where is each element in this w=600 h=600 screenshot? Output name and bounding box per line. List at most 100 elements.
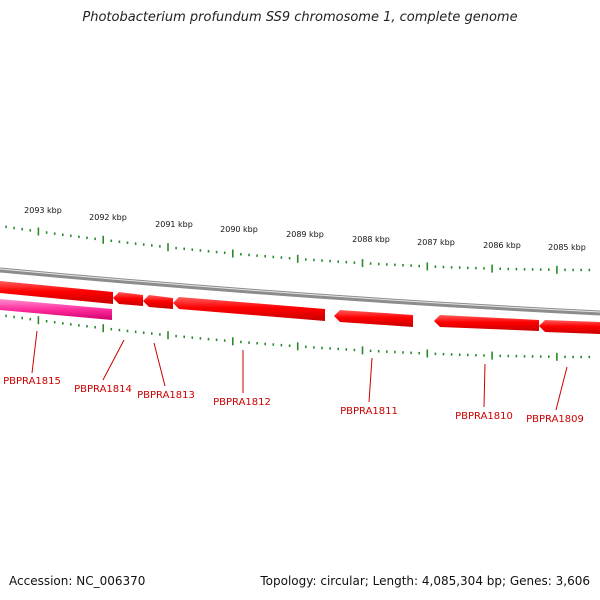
- scale-minor-tick: [515, 354, 518, 358]
- gene-PBPRA1811-glyph[interactable]: [173, 297, 325, 321]
- scale-minor-tick: [329, 259, 331, 263]
- gene-label-PBPRA1813[interactable]: PBPRA1813: [137, 390, 195, 401]
- scale-minor-tick: [248, 253, 250, 257]
- scale-minor-tick: [353, 348, 356, 352]
- gene-label-PBPRA1815[interactable]: PBPRA1815: [3, 376, 61, 387]
- scale-minor-tick: [369, 262, 372, 265]
- scale-minor-tick: [515, 267, 518, 271]
- scale-minor-tick: [394, 350, 396, 354]
- scale-minor-tick: [191, 336, 194, 339]
- gene-label-PBPRA1812[interactable]: PBPRA1812: [213, 397, 271, 408]
- gene-callouts: PBPRA1815 PBPRA1814 PBPRA1813 PBPRA1812 …: [3, 330, 584, 425]
- scale-minor-tick: [288, 257, 291, 260]
- gene-PBPRA1812-glyph[interactable]: [143, 295, 173, 309]
- scale-minor-tick: [377, 350, 380, 353]
- scale-ruler-bottom: [5, 314, 591, 361]
- scale-minor-tick: [142, 331, 145, 334]
- scale-minor-tick: [86, 236, 88, 240]
- gene-leader-line: [483, 363, 486, 408]
- scale-minor-tick: [345, 260, 348, 264]
- scale-minor-tick: [442, 352, 445, 356]
- scale-minor-tick: [240, 253, 242, 256]
- gene-label-PBPRA1814[interactable]: PBPRA1814: [74, 384, 132, 395]
- scale-minor-tick: [467, 266, 469, 270]
- scale-minor-tick: [13, 226, 15, 230]
- scale-minor-tick: [467, 353, 469, 357]
- gene-extra-glyph[interactable]: [539, 320, 600, 334]
- gene-label-PBPRA1811[interactable]: PBPRA1811: [340, 406, 398, 417]
- scale-minor-tick: [151, 244, 153, 247]
- scale-tick-label: 2090 kbp: [220, 225, 258, 234]
- gene-leader-line: [555, 366, 568, 411]
- scale-minor-tick: [134, 330, 137, 334]
- gene-leader-line: [153, 342, 166, 387]
- scale-minor-tick: [126, 329, 129, 333]
- scale-minor-tick: [70, 234, 72, 237]
- scale-major-tick: [37, 316, 40, 325]
- scale-minor-tick: [450, 353, 453, 356]
- scale-minor-tick: [394, 263, 396, 267]
- backbone-track: [0, 267, 600, 316]
- scale-minor-tick: [280, 343, 283, 347]
- accession-text: Accession: NC_006370: [9, 574, 146, 588]
- scale-minor-tick: [564, 268, 566, 272]
- backbone-track-shine: [0, 268, 600, 313]
- scale-minor-tick: [13, 315, 15, 319]
- scale-minor-tick: [118, 328, 121, 332]
- scale-minor-tick: [402, 351, 404, 354]
- scale-tick-label: 2093 kbp: [24, 206, 62, 215]
- scale-minor-tick: [110, 327, 113, 331]
- scale-minor-tick: [321, 259, 323, 262]
- scale-minor-tick: [62, 233, 64, 236]
- scale-minor-tick: [159, 333, 161, 336]
- gene-leader-line: [368, 357, 373, 403]
- scale-tick-label: 2087 kbp: [417, 238, 455, 247]
- chromosome-backbone: [0, 267, 600, 316]
- scale-major-tick: [361, 346, 364, 355]
- scale-minor-tick: [475, 266, 477, 270]
- scale-minor-tick: [142, 243, 145, 246]
- scale-major-tick: [426, 349, 429, 358]
- scale-minor-tick: [110, 239, 113, 243]
- scale-major-tick: [167, 243, 169, 252]
- scale-major-tick: [232, 249, 234, 258]
- scale-tick-label: 2091 kbp: [155, 220, 193, 229]
- scale-minor-tick: [353, 261, 356, 264]
- scale-minor-tick: [386, 263, 388, 266]
- scale-minor-tick: [45, 320, 48, 323]
- scale-major-tick: [491, 351, 493, 360]
- scale-tick-label: 2092 kbp: [89, 213, 127, 222]
- scale-minor-tick: [183, 247, 185, 251]
- scale-minor-tick: [5, 314, 7, 318]
- gene-label-PBPRA1810[interactable]: PBPRA1810: [455, 411, 513, 422]
- scale-minor-tick: [207, 337, 210, 341]
- gene-PBPRA1809-glyph[interactable]: [434, 315, 539, 331]
- scale-minor-tick: [458, 266, 461, 269]
- gene-PBPRA1815-glyph[interactable]: [0, 299, 112, 320]
- scale-minor-tick: [78, 235, 80, 239]
- scale-minor-tick: [29, 229, 32, 232]
- scale-minor-tick: [70, 323, 72, 326]
- scale-major-tick: [556, 265, 558, 274]
- scale-major-tick: [426, 262, 429, 271]
- gene-label-PBPRA1809[interactable]: PBPRA1809: [526, 414, 584, 425]
- scale-minor-tick: [369, 349, 372, 353]
- scale-minor-tick: [377, 262, 380, 266]
- scale-minor-tick: [53, 321, 56, 324]
- gene-PBPRA1810-glyph[interactable]: [334, 310, 413, 327]
- gene-PBPRA1814-glyph[interactable]: [0, 281, 113, 304]
- scale-major-tick: [37, 227, 40, 236]
- scale-minor-tick: [256, 342, 258, 345]
- scale-minor-tick: [191, 248, 194, 251]
- scale-tick-label: 2088 kbp: [352, 235, 390, 244]
- scale-major-tick: [102, 324, 104, 333]
- scale-minor-tick: [272, 255, 275, 259]
- scale-major-tick: [167, 331, 169, 340]
- gene-track: [0, 281, 600, 334]
- scale-tick-label: 2085 kbp: [548, 243, 586, 252]
- scale-minor-tick: [337, 260, 339, 263]
- gene-PBPRA1813-glyph[interactable]: [113, 292, 143, 306]
- scale-minor-tick: [86, 325, 88, 328]
- scale-minor-tick: [483, 267, 485, 270]
